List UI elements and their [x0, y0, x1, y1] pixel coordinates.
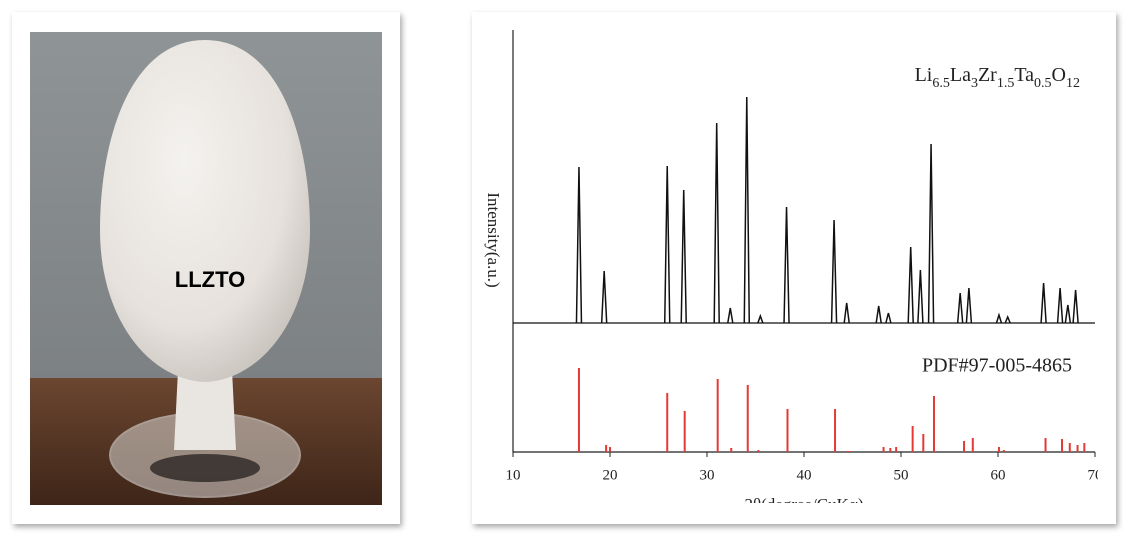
peak: [1064, 304, 1072, 324]
peak: [727, 307, 734, 324]
peak: [885, 312, 892, 324]
x-tick-label: 70: [1088, 467, 1103, 483]
peak: [917, 269, 924, 324]
peak: [956, 292, 964, 324]
peak: [743, 96, 751, 324]
x-tick-label: 50: [894, 467, 909, 483]
peak: [965, 287, 973, 324]
peak: [783, 206, 790, 324]
photo: LLZTO: [30, 32, 382, 505]
x-tick-label: 30: [700, 467, 715, 483]
peak: [830, 219, 838, 324]
peak: [757, 313, 764, 324]
x-tick-label: 40: [797, 467, 812, 483]
peak: [600, 270, 608, 324]
peak: [1004, 315, 1011, 324]
peak: [1056, 287, 1064, 324]
peak: [575, 166, 583, 324]
peak: [875, 305, 882, 324]
peak: [995, 312, 1003, 324]
x-tick-label: 10: [506, 467, 521, 483]
x-axis-label: 2θ(degree/CuKα): [744, 495, 863, 514]
peak: [663, 165, 671, 324]
peak: [713, 122, 720, 324]
series-label: Li6.5La3Zr1.5Ta0.5O12: [915, 64, 1080, 91]
x-tick-label: 60: [991, 467, 1006, 483]
peak: [907, 246, 914, 324]
peak: [680, 189, 687, 324]
peak: [927, 143, 935, 324]
peak: [843, 302, 850, 324]
peak: [1040, 282, 1047, 324]
x-tick-label: 20: [603, 467, 618, 483]
y-axis-label: Intensity(a.u.): [484, 192, 503, 287]
chart-frame: [472, 12, 1116, 524]
photo-label: LLZTO: [175, 267, 245, 292]
series-label: PDF#97-005-4865: [922, 355, 1072, 377]
plot: 10 20 30 40 50 60 70 2θ(degree/CuKα) Intensity(a…: [484, 30, 1103, 514]
peak: [1072, 289, 1079, 324]
